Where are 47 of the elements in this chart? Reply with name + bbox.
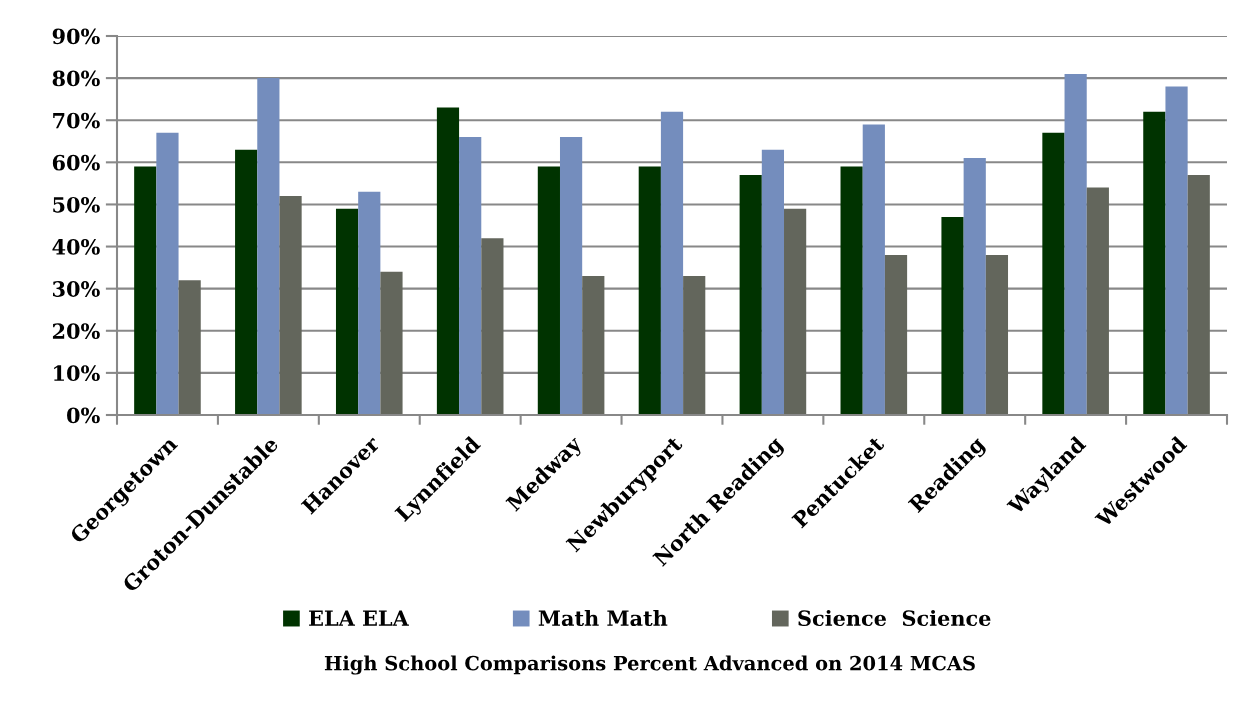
bar	[884, 254, 908, 415]
bar	[761, 149, 785, 415]
bar	[582, 276, 605, 415]
bar	[134, 166, 157, 415]
bar	[257, 78, 280, 415]
y-tick-label: 10%	[54, 365, 100, 382]
y-tick-label: 30%	[53, 281, 100, 297]
bar	[178, 280, 201, 415]
bar	[481, 238, 504, 415]
bar	[559, 137, 583, 415]
bar	[1042, 132, 1065, 415]
y-tick-label: 50%	[53, 196, 100, 213]
bar	[1086, 187, 1109, 415]
y-tick-label: 20%	[52, 323, 100, 339]
bar	[156, 132, 179, 415]
bar	[358, 191, 381, 415]
y-tick-label: 40%	[52, 239, 100, 255]
bar	[335, 208, 359, 415]
legend-label: Math Math	[538, 609, 668, 627]
bar	[941, 217, 964, 415]
bar	[739, 174, 762, 415]
bar	[784, 208, 807, 415]
y-tick-label: 60%	[52, 154, 100, 171]
y-tick-label: 0%	[67, 407, 100, 424]
bar	[537, 166, 560, 415]
bar	[436, 107, 460, 415]
y-tick-label: 70%	[53, 112, 100, 129]
bar	[840, 166, 863, 415]
bar	[660, 111, 684, 415]
y-tick-label: 90%	[52, 28, 100, 45]
legend-label: ELA ELA	[309, 610, 409, 626]
bar	[683, 276, 706, 415]
bar	[235, 149, 258, 415]
legend-label: Science Science	[798, 609, 991, 627]
bar	[1165, 86, 1188, 415]
bar	[1187, 174, 1210, 415]
bar	[963, 158, 986, 415]
bar	[380, 271, 403, 415]
bar	[638, 166, 661, 415]
bar	[862, 124, 885, 415]
bar	[279, 196, 302, 415]
y-tick-label: 80%	[52, 70, 100, 87]
bar	[459, 137, 482, 415]
bar	[1064, 73, 1087, 415]
text: High School Comparisons Percent Advanced on 2014 MCAS	[324, 655, 975, 675]
bar	[1143, 111, 1166, 415]
bar	[985, 254, 1009, 415]
